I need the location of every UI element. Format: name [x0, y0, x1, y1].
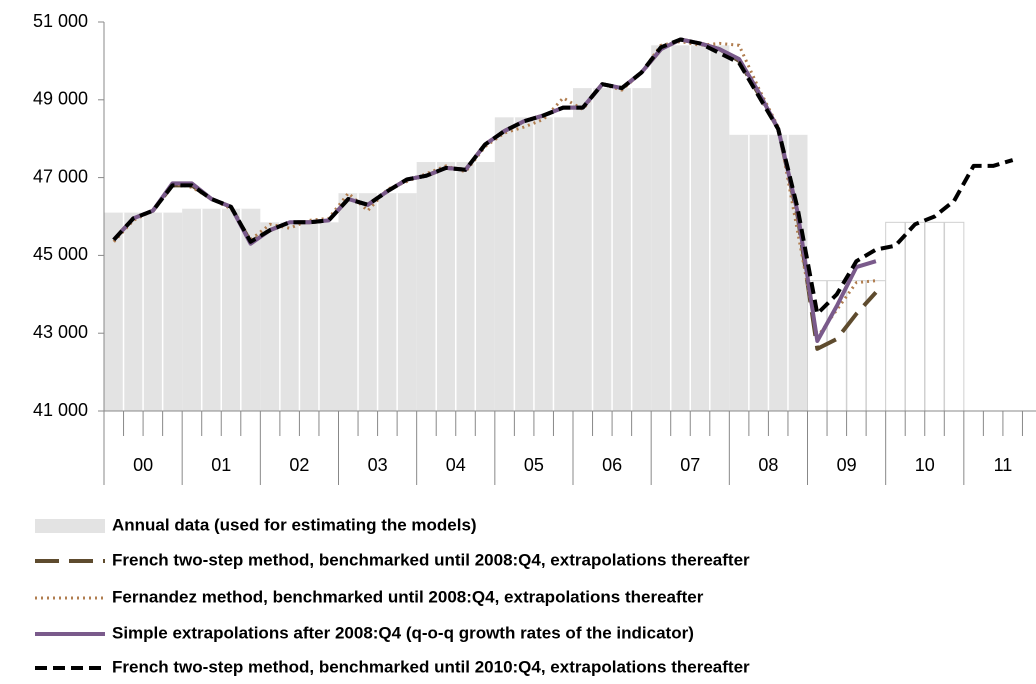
y-tick-label: 51 000 — [33, 11, 88, 31]
x-tick-label: 05 — [524, 455, 544, 475]
series-line — [112, 40, 877, 339]
legend-swatch — [35, 519, 105, 533]
series-line — [112, 37, 1014, 316]
x-tick-label: 01 — [211, 455, 231, 475]
x-tick-label: 11 — [994, 455, 1013, 475]
legend-label: Simple extrapolations after 2008:Q4 (q-o… — [112, 623, 694, 642]
y-tick-label: 49 000 — [33, 89, 88, 109]
x-tick-label: 09 — [837, 455, 857, 475]
y-tick-label: 47 000 — [33, 166, 88, 186]
x-tick-label: 08 — [758, 455, 778, 475]
legend-label: French two-step method, benchmarked unti… — [112, 657, 750, 676]
x-tick-label: 07 — [680, 455, 700, 475]
x-tick-label: 04 — [446, 455, 466, 475]
y-tick-label: 41 000 — [33, 400, 88, 420]
x-tick-label: 00 — [133, 455, 153, 475]
legend-label: Annual data (used for estimating the mod… — [112, 515, 477, 534]
y-tick-label: 45 000 — [33, 244, 88, 264]
x-tick-label: 06 — [602, 455, 622, 475]
legend-label: French two-step method, benchmarked unti… — [112, 550, 750, 569]
x-tick-label: 03 — [368, 455, 388, 475]
legend-label: Fernandez method, benchmarked until 2008… — [112, 587, 704, 606]
x-tick-label: 10 — [915, 455, 935, 475]
x-tick-label: 02 — [289, 455, 309, 475]
y-tick-label: 43 000 — [33, 322, 88, 342]
